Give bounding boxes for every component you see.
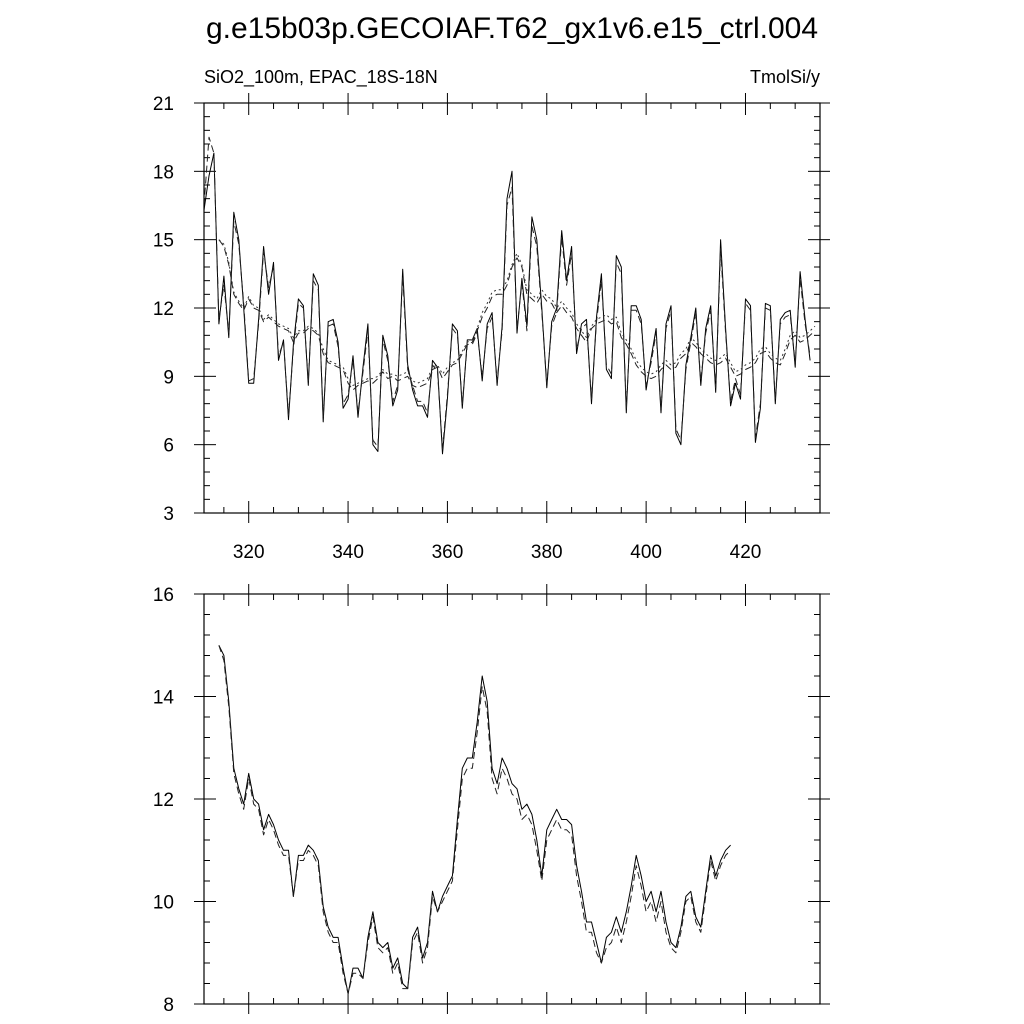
y-tick-label: 16 xyxy=(153,585,174,606)
series-line-0 xyxy=(218,645,731,995)
y-tick-label: 8 xyxy=(163,995,174,1016)
series-line-1 xyxy=(218,645,731,995)
series-line-0 xyxy=(203,152,811,455)
series-line-2 xyxy=(218,239,816,391)
x-tick-label: 340 xyxy=(332,542,364,563)
x-tick-label: 320 xyxy=(233,542,265,563)
bottom-panel-y-tick-labels: 8 10 12 14 16 xyxy=(153,585,175,1016)
y-tick-label: 15 xyxy=(153,231,174,252)
y-tick-label: 12 xyxy=(153,299,174,320)
chart-subtitle-right: TmolSi/y xyxy=(750,67,820,87)
chart-title: g.e15b03p.GECOIAF.T62_gx1v6.e15_ctrl.004 xyxy=(206,12,818,45)
chart-subtitle-left: SiO2_100m, EPAC_18S-18N xyxy=(204,67,438,88)
top-panel-frame xyxy=(203,102,821,514)
y-tick-label: 3 xyxy=(163,504,174,525)
top-panel-x-tick-labels: 320 340 360 380 400 420 xyxy=(233,542,761,563)
y-tick-label: 9 xyxy=(163,367,174,388)
y-tick-label: 14 xyxy=(153,688,175,709)
y-tick-label: 6 xyxy=(163,436,174,457)
bottom-panel-series xyxy=(218,645,731,995)
x-tick-label: 400 xyxy=(630,542,662,563)
top-panel-y-tick-labels: 3 6 9 12 15 18 21 xyxy=(153,94,174,525)
x-tick-label: 420 xyxy=(730,542,762,563)
bottom-panel: 8 10 12 14 16 xyxy=(153,584,830,1016)
top-panel-ticks xyxy=(194,93,830,523)
series-line-3 xyxy=(218,239,816,386)
top-panel: 320 340 360 380 400 420 3 6 9 12 15 18 21 xyxy=(153,93,830,563)
bottom-panel-ticks xyxy=(194,584,830,1014)
top-panel-series xyxy=(203,136,816,455)
y-tick-label: 21 xyxy=(153,94,174,115)
y-tick-label: 12 xyxy=(153,790,174,811)
y-tick-label: 18 xyxy=(153,162,174,183)
y-tick-label: 10 xyxy=(153,893,174,914)
bottom-panel-frame xyxy=(203,593,821,1005)
x-tick-label: 360 xyxy=(432,542,464,563)
x-tick-label: 380 xyxy=(531,542,563,563)
series-line-1 xyxy=(203,136,811,450)
